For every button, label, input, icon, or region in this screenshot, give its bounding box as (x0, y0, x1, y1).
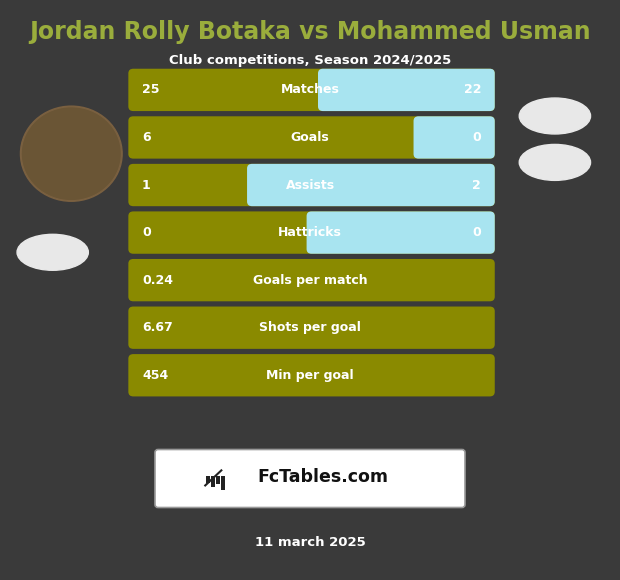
Text: 0: 0 (472, 226, 481, 239)
Text: Assists: Assists (285, 179, 335, 191)
Text: 6.67: 6.67 (142, 321, 173, 334)
Circle shape (22, 108, 120, 200)
Bar (216, 476, 220, 484)
FancyBboxPatch shape (414, 116, 495, 158)
Text: 0.24: 0.24 (142, 274, 173, 287)
Text: 6: 6 (142, 131, 151, 144)
Text: Jordan Rolly Botaka vs Mohammed Usman: Jordan Rolly Botaka vs Mohammed Usman (29, 20, 591, 44)
Text: Goals per match: Goals per match (253, 274, 367, 287)
FancyBboxPatch shape (318, 69, 495, 111)
Bar (206, 476, 210, 483)
Text: Matches: Matches (281, 84, 339, 96)
Text: 1: 1 (142, 179, 151, 191)
Text: 22: 22 (464, 84, 481, 96)
Text: 0: 0 (142, 226, 151, 239)
Text: FcTables.com: FcTables.com (257, 468, 388, 487)
Text: Hattricks: Hattricks (278, 226, 342, 239)
FancyBboxPatch shape (128, 354, 495, 397)
Ellipse shape (17, 234, 89, 270)
FancyBboxPatch shape (128, 307, 495, 349)
Text: Shots per goal: Shots per goal (259, 321, 361, 334)
FancyBboxPatch shape (128, 259, 495, 302)
FancyBboxPatch shape (128, 69, 495, 111)
FancyBboxPatch shape (128, 212, 495, 254)
Text: 25: 25 (142, 84, 159, 96)
Text: Club competitions, Season 2024/2025: Club competitions, Season 2024/2025 (169, 55, 451, 67)
Text: 454: 454 (142, 369, 168, 382)
FancyBboxPatch shape (128, 164, 495, 206)
Ellipse shape (520, 144, 590, 180)
Text: Goals: Goals (291, 131, 329, 144)
FancyBboxPatch shape (155, 450, 465, 508)
FancyBboxPatch shape (128, 116, 495, 158)
Text: 11 march 2025: 11 march 2025 (255, 536, 365, 549)
Text: Min per goal: Min per goal (266, 369, 354, 382)
Text: 2: 2 (472, 179, 481, 191)
Circle shape (20, 106, 122, 201)
Text: 0: 0 (472, 131, 481, 144)
FancyBboxPatch shape (307, 212, 495, 254)
FancyBboxPatch shape (247, 164, 495, 206)
Ellipse shape (520, 98, 590, 134)
Bar (211, 476, 215, 487)
Bar (221, 476, 225, 490)
